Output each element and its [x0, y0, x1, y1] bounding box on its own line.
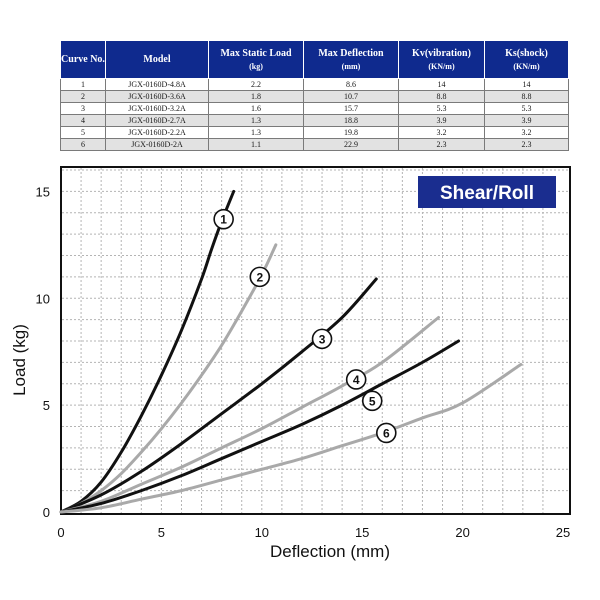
x-tick-label: 5: [158, 525, 165, 540]
curve-marker-label-6: 6: [383, 426, 390, 440]
cell-ks: 2.3: [484, 138, 569, 151]
y-tick-label: 0: [43, 505, 50, 520]
series-curve-2: [59, 243, 278, 514]
cell-max-deflection: 22.9: [303, 138, 399, 151]
cell-curve-no: 5: [60, 126, 106, 139]
curve-marker-5: [361, 390, 383, 412]
curve-marker-1: [213, 208, 234, 230]
cell-ks: 3.9: [484, 114, 569, 127]
cell-ks: 14: [484, 78, 569, 91]
cell-model: JGX-0160D-4.8A: [105, 78, 209, 91]
cell-curve-no: 4: [60, 114, 106, 127]
col-header-curve-no: Curve No.: [60, 40, 106, 79]
curve-marker-label-2: 2: [256, 270, 263, 284]
x-axis-title: Deflection (mm): [270, 542, 390, 561]
spec-table-row: 1 JGX-0160D-4.8A 2.2 8.6 14 14: [60, 78, 569, 91]
curve-marker-label-3: 3: [319, 332, 326, 346]
chart-title: Shear/Roll: [440, 183, 534, 204]
spec-table-header-row: Curve No. Model Max Static Load (kg) Max …: [60, 40, 569, 79]
col-header-max-static-load: Max Static Load (kg): [208, 40, 304, 79]
cell-kv: 8.8: [398, 90, 485, 103]
grid: [62, 168, 569, 513]
spec-table: Curve No. Model Max Static Load (kg) Max …: [60, 40, 569, 151]
y-tick-label: 5: [43, 398, 50, 413]
cell-max-deflection: 18.8: [303, 114, 399, 127]
cell-model: JGX-0160D-3.6A: [105, 90, 209, 103]
y-axis-title: Load (kg): [10, 324, 29, 396]
cell-kv: 2.3: [398, 138, 485, 151]
cell-model: JGX-0160D-3.2A: [105, 102, 209, 115]
cell-curve-no: 1: [60, 78, 106, 91]
cell-max-static-load: 1.3: [208, 114, 304, 127]
curve-marker-6: [375, 422, 397, 444]
curve-marker-3: [311, 328, 333, 350]
chart-title-box: [418, 176, 556, 208]
series-layer: [59, 189, 523, 514]
cell-kv: 14: [398, 78, 485, 91]
curve-marker-label-1: 1: [220, 213, 227, 227]
x-tick-label: 15: [355, 525, 369, 540]
cell-model: JGX-0160D-2.2A: [105, 126, 209, 139]
curve-marker-label-5: 5: [369, 394, 376, 408]
curve-marker-2: [249, 266, 271, 288]
series-curve-6: [59, 363, 523, 514]
spec-table-row: 6 JGX-0160D-2A 1.1 22.9 2.3 2.3: [60, 138, 569, 151]
x-tick-label: 0: [57, 525, 64, 540]
cell-max-deflection: 19.8: [303, 126, 399, 139]
cell-ks: 8.8: [484, 90, 569, 103]
y-tick-label: 10: [36, 291, 50, 306]
series-curve-3: [59, 277, 378, 514]
spec-table-body: 1 JGX-0160D-4.8A 2.2 8.6 14 14 2 JGX-0160D-3.6A…: [60, 78, 569, 151]
y-tick-label: 15: [36, 184, 50, 199]
curve-marker-4: [345, 369, 367, 390]
series-curve-4: [59, 315, 441, 514]
x-tick-label: 25: [556, 525, 570, 540]
spec-table-row: 4 JGX-0160D-2.7A 1.3 18.8 3.9 3.9: [60, 114, 569, 127]
cell-max-static-load: 1.1: [208, 138, 304, 151]
col-header-ks: Ks(shock) (KN/m): [484, 40, 569, 79]
series-curve-1: [59, 189, 236, 514]
curve-markers: 1 2 3 45 6: [213, 208, 397, 444]
spec-table-row: 3 JGX-0160D-3.2A 1.6 15.7 5.3 5.3: [60, 102, 569, 115]
cell-max-deflection: 15.7: [303, 102, 399, 115]
col-header-kv: Kv(vibration) (KN/m): [398, 40, 485, 79]
col-header-max-deflection: Max Deflection (mm): [303, 40, 399, 79]
curve-marker-label-4: 4: [353, 373, 360, 387]
spec-table-row: 5 JGX-0160D-2.2A 1.3 19.8 3.2 3.2: [60, 126, 569, 139]
cell-curve-no: 2: [60, 90, 106, 103]
x-tick-label: 20: [455, 525, 469, 540]
x-tick-label: 10: [255, 525, 269, 540]
cell-model: JGX-0160D-2A: [105, 138, 209, 151]
series-curve-5: [59, 339, 461, 514]
